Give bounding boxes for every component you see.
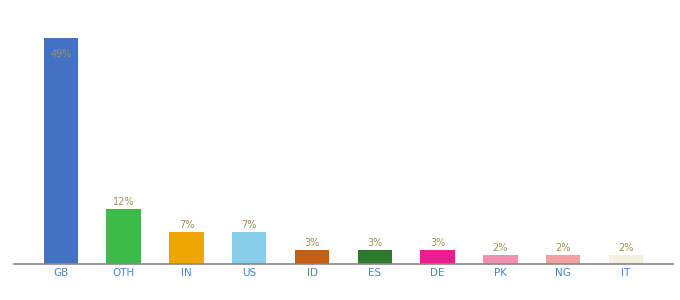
Text: 2%: 2% bbox=[556, 243, 571, 253]
Bar bbox=[483, 255, 517, 264]
Text: 7%: 7% bbox=[179, 220, 194, 230]
Bar bbox=[106, 208, 141, 264]
Bar bbox=[44, 38, 78, 264]
Text: 2%: 2% bbox=[493, 243, 508, 253]
Text: 3%: 3% bbox=[305, 238, 320, 248]
Text: 3%: 3% bbox=[367, 238, 382, 248]
Text: 49%: 49% bbox=[50, 50, 71, 59]
Bar bbox=[420, 250, 455, 264]
Bar bbox=[232, 232, 267, 264]
Bar bbox=[546, 255, 581, 264]
Bar bbox=[169, 232, 204, 264]
Bar bbox=[358, 250, 392, 264]
Text: 12%: 12% bbox=[113, 197, 135, 207]
Text: 2%: 2% bbox=[618, 243, 634, 253]
Text: 7%: 7% bbox=[241, 220, 257, 230]
Bar bbox=[609, 255, 643, 264]
Bar bbox=[294, 250, 329, 264]
Text: 3%: 3% bbox=[430, 238, 445, 248]
